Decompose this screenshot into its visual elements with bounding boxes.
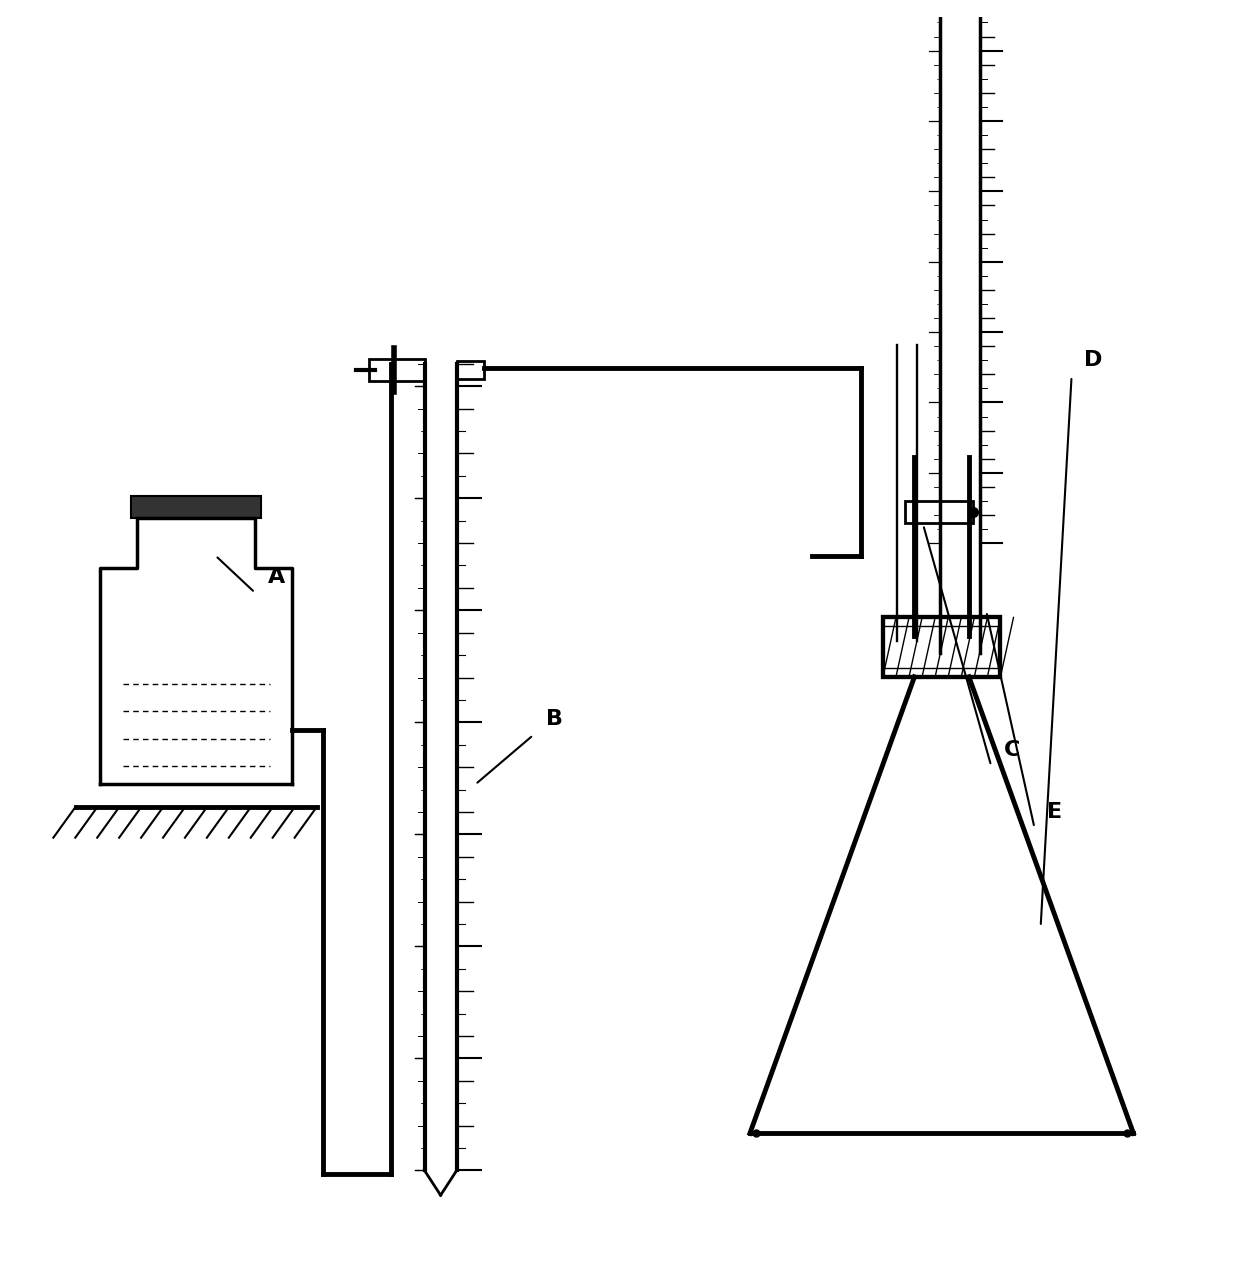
- Bar: [456, 361, 484, 379]
- Text: B: B: [546, 709, 563, 729]
- Text: C: C: [1003, 740, 1021, 759]
- Bar: [883, 617, 1001, 677]
- Bar: [905, 501, 973, 523]
- Bar: [131, 496, 262, 519]
- Text: D: D: [1084, 350, 1102, 370]
- Bar: [883, 617, 1001, 677]
- Text: A: A: [268, 566, 285, 586]
- Bar: [368, 359, 424, 382]
- Text: E: E: [1047, 801, 1061, 822]
